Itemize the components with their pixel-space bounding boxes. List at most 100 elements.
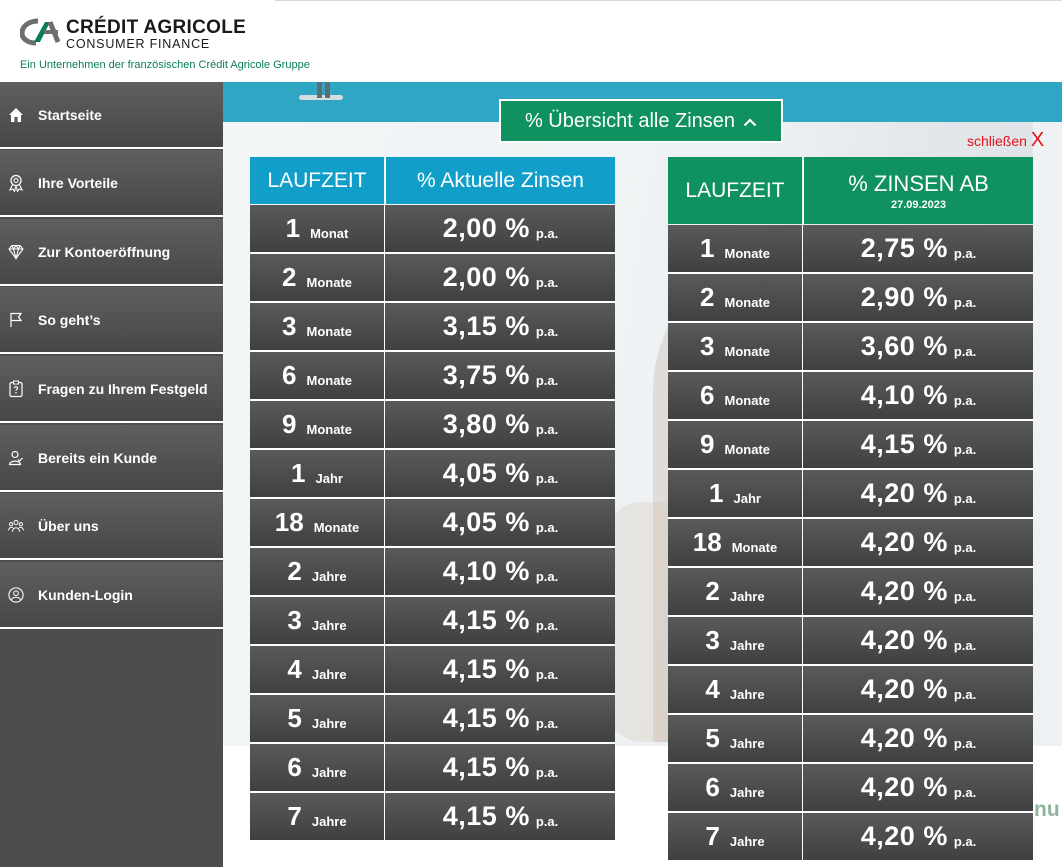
- term-unit: Monate: [731, 540, 778, 555]
- sidebar-item-startseite[interactable]: Startseite: [0, 82, 223, 149]
- term-number: 3: [705, 625, 720, 655]
- sidebar-item-label: Zur Kontoeröffnung: [38, 243, 171, 260]
- term-cell: 7 Jahre: [668, 813, 802, 860]
- home-icon: [8, 107, 24, 123]
- sidebar-item-fragen[interactable]: Fragen zu Ihrem Festgeld: [0, 356, 223, 423]
- rate-cell: 3,60 % p.a.: [802, 323, 1034, 370]
- rate-value: 4,15 %: [442, 752, 530, 782]
- rate-value: 3,60 %: [860, 331, 948, 361]
- term-number: 1: [285, 213, 301, 243]
- table-row: 6 Monate 3,75 % p.a.: [250, 352, 615, 401]
- table-row: 4 Jahre 4,20 % p.a.: [668, 666, 1033, 715]
- rate-value: 4,05 %: [442, 507, 530, 537]
- close-icon: X: [1030, 129, 1045, 151]
- rate-unit: p.a.: [535, 814, 559, 829]
- term-unit: Jahre: [311, 618, 347, 633]
- term-cell: 2 Monate: [250, 254, 384, 301]
- close-label: schließen: [967, 133, 1027, 149]
- term-unit: Monat: [310, 226, 349, 241]
- term-cell: 5 Jahre: [668, 715, 802, 762]
- rate-unit: p.a.: [535, 667, 559, 682]
- brand-tagline: Ein Unternehmen der französischen Crédit…: [20, 59, 310, 71]
- sidebar-item-ueber-uns[interactable]: Über uns: [0, 493, 223, 560]
- table-row: 9 Monate 4,15 % p.a.: [668, 421, 1033, 470]
- sidebar-item-so-gehts[interactable]: So geht’s: [0, 287, 223, 354]
- rate-value: 4,15 %: [442, 703, 530, 733]
- rate-cell: 4,20 % p.a.: [802, 715, 1034, 762]
- sidebar-item-kunden-login[interactable]: Kunden-Login: [0, 562, 223, 629]
- table-row: 2 Jahre 4,10 % p.a.: [250, 548, 615, 597]
- term-unit: Monate: [306, 275, 352, 290]
- table-row: 6 Jahre 4,20 % p.a.: [668, 764, 1033, 813]
- table-row: 3 Jahre 4,15 % p.a.: [250, 597, 615, 646]
- brand-name: CRÉDIT AGRICOLE: [66, 17, 247, 38]
- sidebar-item-label: Über uns: [38, 517, 99, 534]
- table-row: 6 Monate 4,10 % p.a.: [668, 372, 1033, 421]
- term-unit: Jahr: [315, 471, 343, 486]
- rate-cell: 4,20 % p.a.: [802, 470, 1034, 517]
- rates-overview-button[interactable]: % Übersicht alle Zinsen: [499, 99, 783, 143]
- rate-cell: 4,15 % p.a.: [384, 744, 616, 791]
- term-unit: Jahre: [729, 687, 765, 702]
- table-row: 3 Monate 3,15 % p.a.: [250, 303, 615, 352]
- table-row: 9 Monate 3,80 % p.a.: [250, 401, 615, 450]
- rate-value: 4,20 %: [860, 478, 948, 508]
- table-header-term: LAUFZEIT: [668, 157, 802, 224]
- rate-unit: p.a.: [535, 226, 559, 241]
- sidebar-nav: Startseite Ihre Vorteile Zur Kontoeröffn…: [0, 82, 223, 867]
- rate-cell: 2,00 % p.a.: [384, 254, 616, 301]
- rate-unit: p.a.: [535, 324, 559, 339]
- sidebar-item-kontoeroeffnung[interactable]: Zur Kontoeröffnung: [0, 219, 223, 286]
- term-unit: Monate: [306, 324, 352, 339]
- rate-cell: 4,20 % p.a.: [802, 666, 1034, 713]
- term-unit: Jahre: [311, 667, 347, 682]
- term-number: 1: [700, 233, 715, 263]
- close-button[interactable]: schließen X: [967, 129, 1044, 152]
- rate-unit: p.a.: [953, 344, 977, 359]
- term-cell: 3 Jahre: [668, 617, 802, 664]
- column-header-term: LAUFZEIT: [267, 168, 367, 192]
- rate-value: 4,05 %: [442, 458, 530, 488]
- term-cell: 1 Jahr: [250, 450, 384, 497]
- table-header-rate: % ZINSEN AB 27.09.2023: [803, 157, 1033, 224]
- term-number: 2: [705, 576, 720, 606]
- term-unit: Monate: [313, 520, 360, 535]
- term-cell: 1 Monate: [668, 225, 802, 272]
- sidebar-item-bereits-kunde[interactable]: Bereits ein Kunde: [0, 425, 223, 492]
- term-cell: 3 Jahre: [250, 597, 384, 644]
- term-cell: 4 Jahre: [250, 646, 384, 693]
- table-row: 1 Monat 2,00 % p.a.: [250, 205, 615, 254]
- column-header-term: LAUFZEIT: [685, 178, 785, 202]
- term-number: 1: [709, 478, 724, 508]
- term-number: 3: [700, 331, 715, 361]
- rate-unit: p.a.: [953, 638, 977, 653]
- rate-value: 2,00 %: [442, 213, 530, 243]
- term-cell: 2 Jahre: [668, 568, 802, 615]
- rate-value: 4,10 %: [860, 380, 948, 410]
- rate-unit: p.a.: [953, 687, 977, 702]
- table-row: 2 Jahre 4,20 % p.a.: [668, 568, 1033, 617]
- term-unit: Monate: [724, 393, 770, 408]
- sidebar-item-label: So geht’s: [38, 311, 101, 328]
- sidebar-item-ihre-vorteile[interactable]: Ihre Vorteile: [0, 150, 223, 217]
- person-figure-icon: [299, 82, 343, 100]
- rate-unit: p.a.: [953, 393, 977, 408]
- rate-cell: 2,75 % p.a.: [802, 225, 1034, 272]
- term-number: 6: [282, 360, 297, 390]
- term-number: 2: [287, 556, 302, 586]
- rate-cell: 2,00 % p.a.: [384, 205, 616, 252]
- term-number: 1: [291, 458, 306, 488]
- hero-edge: [1033, 122, 1062, 746]
- term-number: 3: [282, 311, 297, 341]
- brand-logo[interactable]: CRÉDIT AGRICOLE CONSUMER FINANCE: [20, 18, 246, 51]
- table-row: 5 Jahre 4,15 % p.a.: [250, 695, 615, 744]
- sidebar-item-label: Ihre Vorteile: [38, 174, 118, 191]
- term-unit: Jahre: [729, 589, 765, 604]
- term-number: 2: [700, 282, 715, 312]
- term-unit: Monate: [724, 344, 770, 359]
- diamond-icon: [8, 244, 24, 260]
- rate-unit: p.a.: [953, 491, 977, 506]
- term-number: 18: [274, 507, 304, 537]
- rate-value: 4,20 %: [860, 625, 948, 655]
- chevron-up-icon: [743, 110, 757, 133]
